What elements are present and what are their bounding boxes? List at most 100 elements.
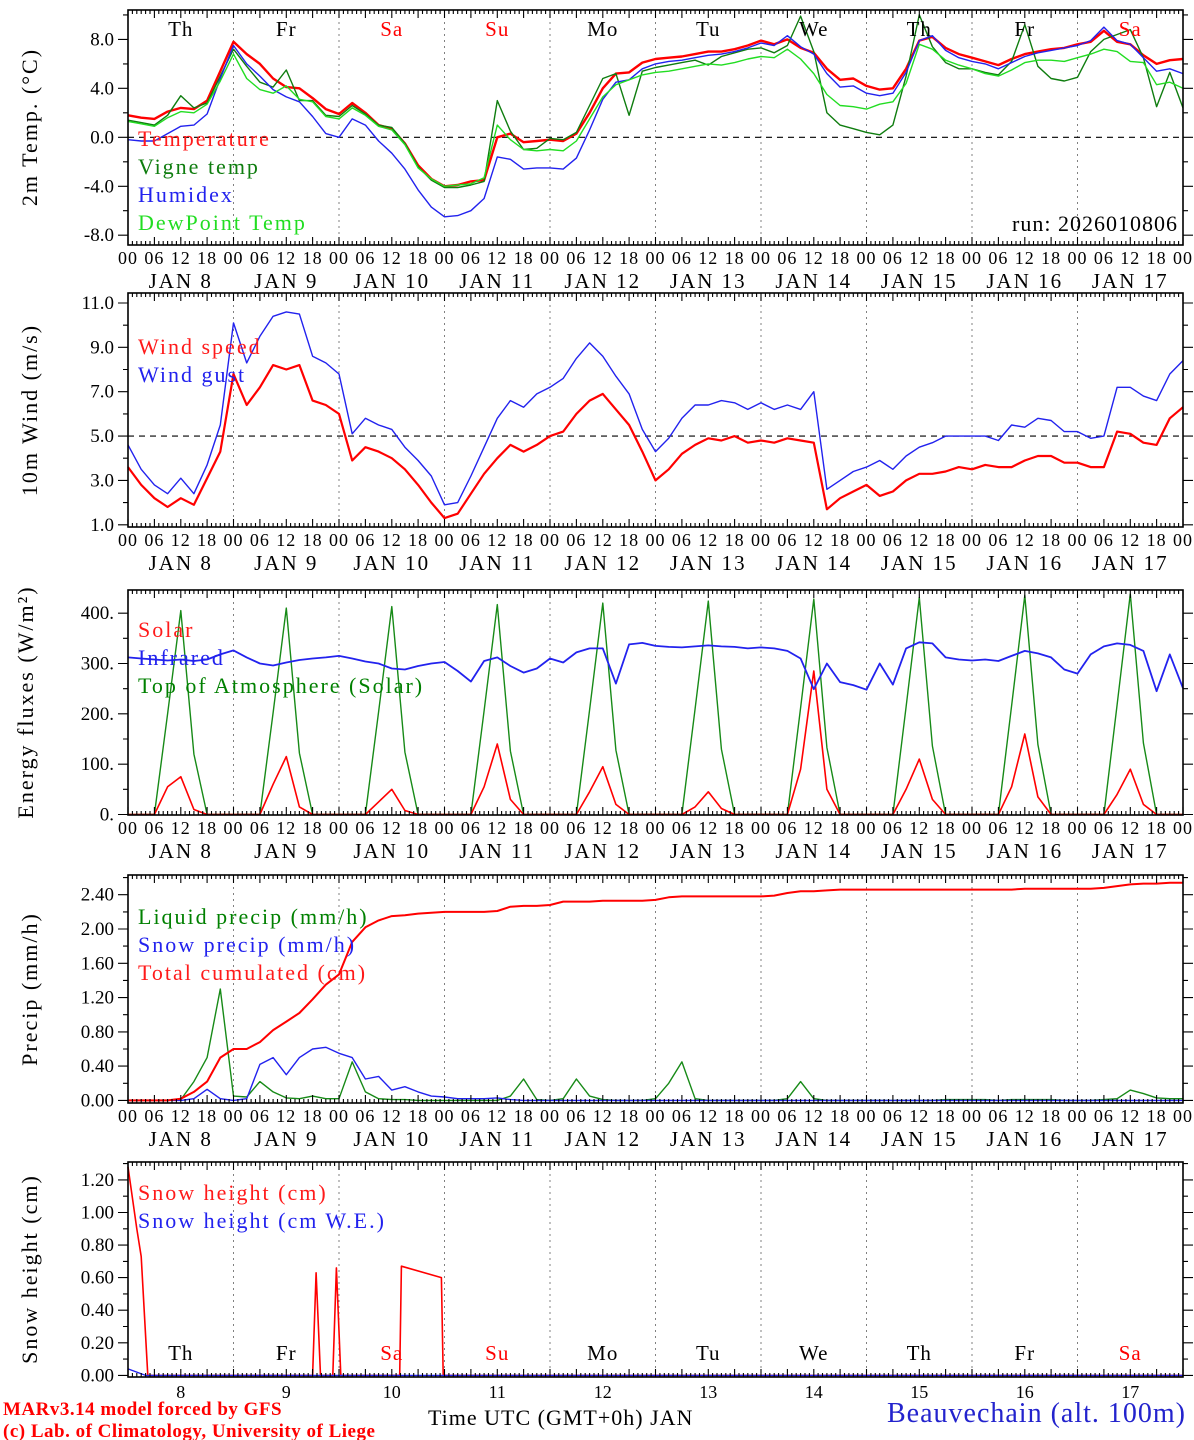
hour-tick-label: 18 bbox=[303, 530, 323, 550]
hour-tick-label: 06 bbox=[988, 248, 1008, 268]
hour-tick-label: 00 bbox=[118, 1106, 138, 1126]
hour-tick-label: 06 bbox=[566, 248, 586, 268]
date-label: JAN 17 bbox=[1092, 839, 1169, 863]
hour-tick-label: 06 bbox=[883, 530, 903, 550]
date-label: JAN 15 bbox=[881, 551, 958, 575]
hour-tick-label: 00 bbox=[646, 818, 666, 838]
y-tick-label: 2.40 bbox=[81, 885, 114, 906]
hour-tick-label: 06 bbox=[883, 248, 903, 268]
date-label: JAN 12 bbox=[564, 1127, 641, 1151]
date-number-label: 10 bbox=[383, 1382, 401, 1402]
date-label: JAN 9 bbox=[254, 839, 318, 863]
hour-tick-label: 06 bbox=[988, 530, 1008, 550]
date-label: JAN 11 bbox=[459, 839, 535, 863]
y-tick-label: 0.60 bbox=[81, 1268, 114, 1289]
hour-tick-label: 18 bbox=[408, 818, 428, 838]
hour-tick-label: 18 bbox=[830, 1106, 850, 1126]
hour-tick-label: 12 bbox=[276, 530, 296, 550]
date-label: JAN 14 bbox=[775, 1127, 852, 1151]
panel-energy-fluxes: 400.300.200.100.0.00 06 12 18 00 06 12 18 00 06 12… bbox=[81, 589, 1193, 863]
hour-tick-label: 12 bbox=[171, 248, 191, 268]
hour-tick-label: 00 bbox=[751, 248, 771, 268]
y-axis-title-snow: Snow height (cm) bbox=[17, 1174, 42, 1364]
hour-tick-label: 12 bbox=[487, 1106, 507, 1126]
y-axis-title-energy: Energy fluxes (W/m²) bbox=[13, 585, 38, 819]
date-label: JAN 14 bbox=[775, 839, 852, 863]
date-label: JAN 9 bbox=[254, 1127, 318, 1151]
legend-snow-height-we: Snow height (cm W.E.) bbox=[138, 1208, 386, 1233]
hour-tick-label: 00 bbox=[1173, 530, 1193, 550]
hour-tick-label: 18 bbox=[408, 530, 428, 550]
axis-ticks bbox=[118, 590, 1193, 816]
legend-wind-speed: Wind speed bbox=[138, 334, 262, 359]
hour-tick-label: 00 bbox=[1173, 248, 1193, 268]
station-label: Beauvechain (alt. 100m) bbox=[886, 1398, 1186, 1429]
hour-tick-label: 00 bbox=[329, 248, 349, 268]
hour-tick-label: 06 bbox=[1094, 248, 1114, 268]
hour-tick-label: 12 bbox=[698, 248, 718, 268]
hour-tick-label: 00 bbox=[540, 248, 560, 268]
date-number-label: 12 bbox=[594, 1382, 612, 1402]
y-tick-label: 0.80 bbox=[81, 1235, 114, 1256]
axis-ticks bbox=[118, 875, 1193, 1103]
hour-tick-label: 06 bbox=[355, 1106, 375, 1126]
hour-tick-label: 18 bbox=[725, 818, 745, 838]
hour-tick-label: 12 bbox=[276, 1106, 296, 1126]
day-name-label: Su bbox=[485, 17, 509, 41]
series-temperature bbox=[127, 29, 1184, 188]
hour-tick-label: 00 bbox=[329, 818, 349, 838]
hour-tick-label: 18 bbox=[619, 530, 639, 550]
y-tick-label: 0.80 bbox=[81, 1022, 114, 1043]
date-label: JAN 8 bbox=[149, 839, 213, 863]
hour-tick-label: 12 bbox=[804, 818, 824, 838]
hour-tick-label: 00 bbox=[224, 248, 244, 268]
hour-tick-label: 00 bbox=[857, 1106, 877, 1126]
hour-tick-label: 06 bbox=[461, 530, 481, 550]
hour-tick-label: 06 bbox=[355, 818, 375, 838]
panel-10m-wind: 11.09.07.05.03.01.000 06 12 18 00 06 12 18 00 06 1… bbox=[81, 292, 1193, 575]
hour-tick-label: 06 bbox=[250, 818, 270, 838]
hour-tick-label: 06 bbox=[777, 818, 797, 838]
hour-tick-label: 00 bbox=[1068, 530, 1088, 550]
hour-tick-label: 06 bbox=[144, 530, 164, 550]
hour-tick-label: 18 bbox=[197, 1106, 217, 1126]
hour-tick-label: 18 bbox=[830, 818, 850, 838]
date-label: JAN 10 bbox=[353, 839, 430, 863]
hour-tick-label: 18 bbox=[1041, 1106, 1061, 1126]
hour-tick-label: 12 bbox=[804, 248, 824, 268]
date-label: JAN 16 bbox=[986, 551, 1063, 575]
legend-temperature: Temperature bbox=[138, 126, 271, 151]
day-name-label: Tu bbox=[696, 1341, 721, 1365]
hour-tick-label: 12 bbox=[487, 248, 507, 268]
date-number-label: 13 bbox=[699, 1382, 717, 1402]
hour-tick-label: 06 bbox=[777, 530, 797, 550]
hour-tick-label: 18 bbox=[725, 1106, 745, 1126]
date-label: JAN 17 bbox=[1092, 269, 1169, 293]
hour-tick-label: 12 bbox=[1120, 818, 1140, 838]
hour-tick-label: 00 bbox=[857, 530, 877, 550]
y-tick-label: 0.40 bbox=[81, 1300, 114, 1321]
hour-tick-label: 06 bbox=[250, 530, 270, 550]
hour-tick-label: 18 bbox=[1041, 818, 1061, 838]
y-tick-label: 1.60 bbox=[81, 953, 114, 974]
y-tick-label: 1.20 bbox=[81, 988, 114, 1009]
date-label: JAN 10 bbox=[353, 269, 430, 293]
date-label: JAN 8 bbox=[149, 269, 213, 293]
hour-tick-label: 12 bbox=[276, 818, 296, 838]
hour-tick-label: 18 bbox=[936, 818, 956, 838]
day-name-label: Fr bbox=[1014, 1341, 1035, 1365]
hour-tick-label: 12 bbox=[1120, 530, 1140, 550]
date-label: JAN 13 bbox=[670, 269, 747, 293]
date-label: JAN 8 bbox=[149, 551, 213, 575]
y-tick-label: 11.0 bbox=[81, 293, 114, 314]
legend-snow-precip: Snow precip (mm/h) bbox=[138, 932, 357, 957]
hour-tick-label: 00 bbox=[540, 1106, 560, 1126]
date-number-label: 15 bbox=[910, 1382, 928, 1402]
day-name-label: Tu bbox=[696, 17, 721, 41]
legend-snow-height: Snow height (cm) bbox=[138, 1180, 328, 1205]
hour-tick-label: 00 bbox=[435, 1106, 455, 1126]
hour-tick-label: 18 bbox=[514, 818, 534, 838]
hour-tick-label: 18 bbox=[303, 248, 323, 268]
